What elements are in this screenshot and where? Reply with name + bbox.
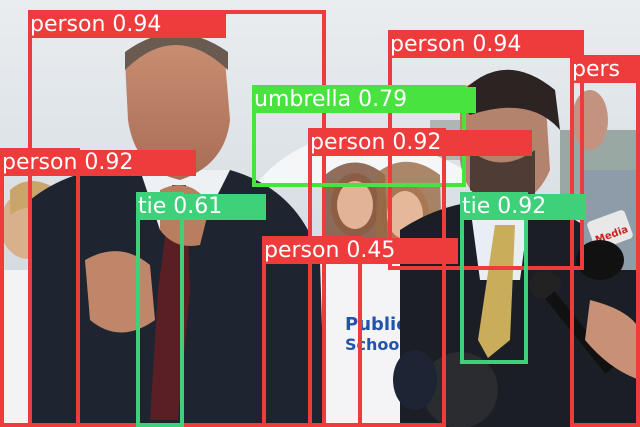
shirt-print-2: Schools	[345, 335, 414, 354]
girl-face-1-inner	[337, 181, 373, 229]
person-bounding-box	[262, 236, 362, 427]
person-detection-label: person 0.92	[308, 130, 532, 156]
tie-detection-label: tie 0.61	[136, 194, 266, 220]
tie-bounding-box	[136, 192, 184, 427]
person-detection-label: person 0.94	[388, 32, 584, 58]
tie-detection-label: tie 0.92	[460, 194, 586, 220]
person-bounding-box	[0, 148, 80, 427]
umbrella-detection-label: umbrella 0.79	[252, 87, 476, 113]
microphones: Media	[393, 210, 640, 427]
person-detection-label: pers	[570, 57, 640, 83]
right-man-tie	[478, 225, 515, 358]
person-bounding-box	[570, 55, 640, 427]
man-hair	[125, 33, 228, 70]
right-man-beard	[470, 150, 535, 203]
person-detection-label: person 0.45	[262, 238, 458, 264]
right-man-hair	[455, 69, 560, 130]
person-detection-label: person 0.94	[28, 12, 226, 38]
person-detection-label: person 0.92	[0, 150, 196, 176]
man-face	[125, 42, 230, 180]
